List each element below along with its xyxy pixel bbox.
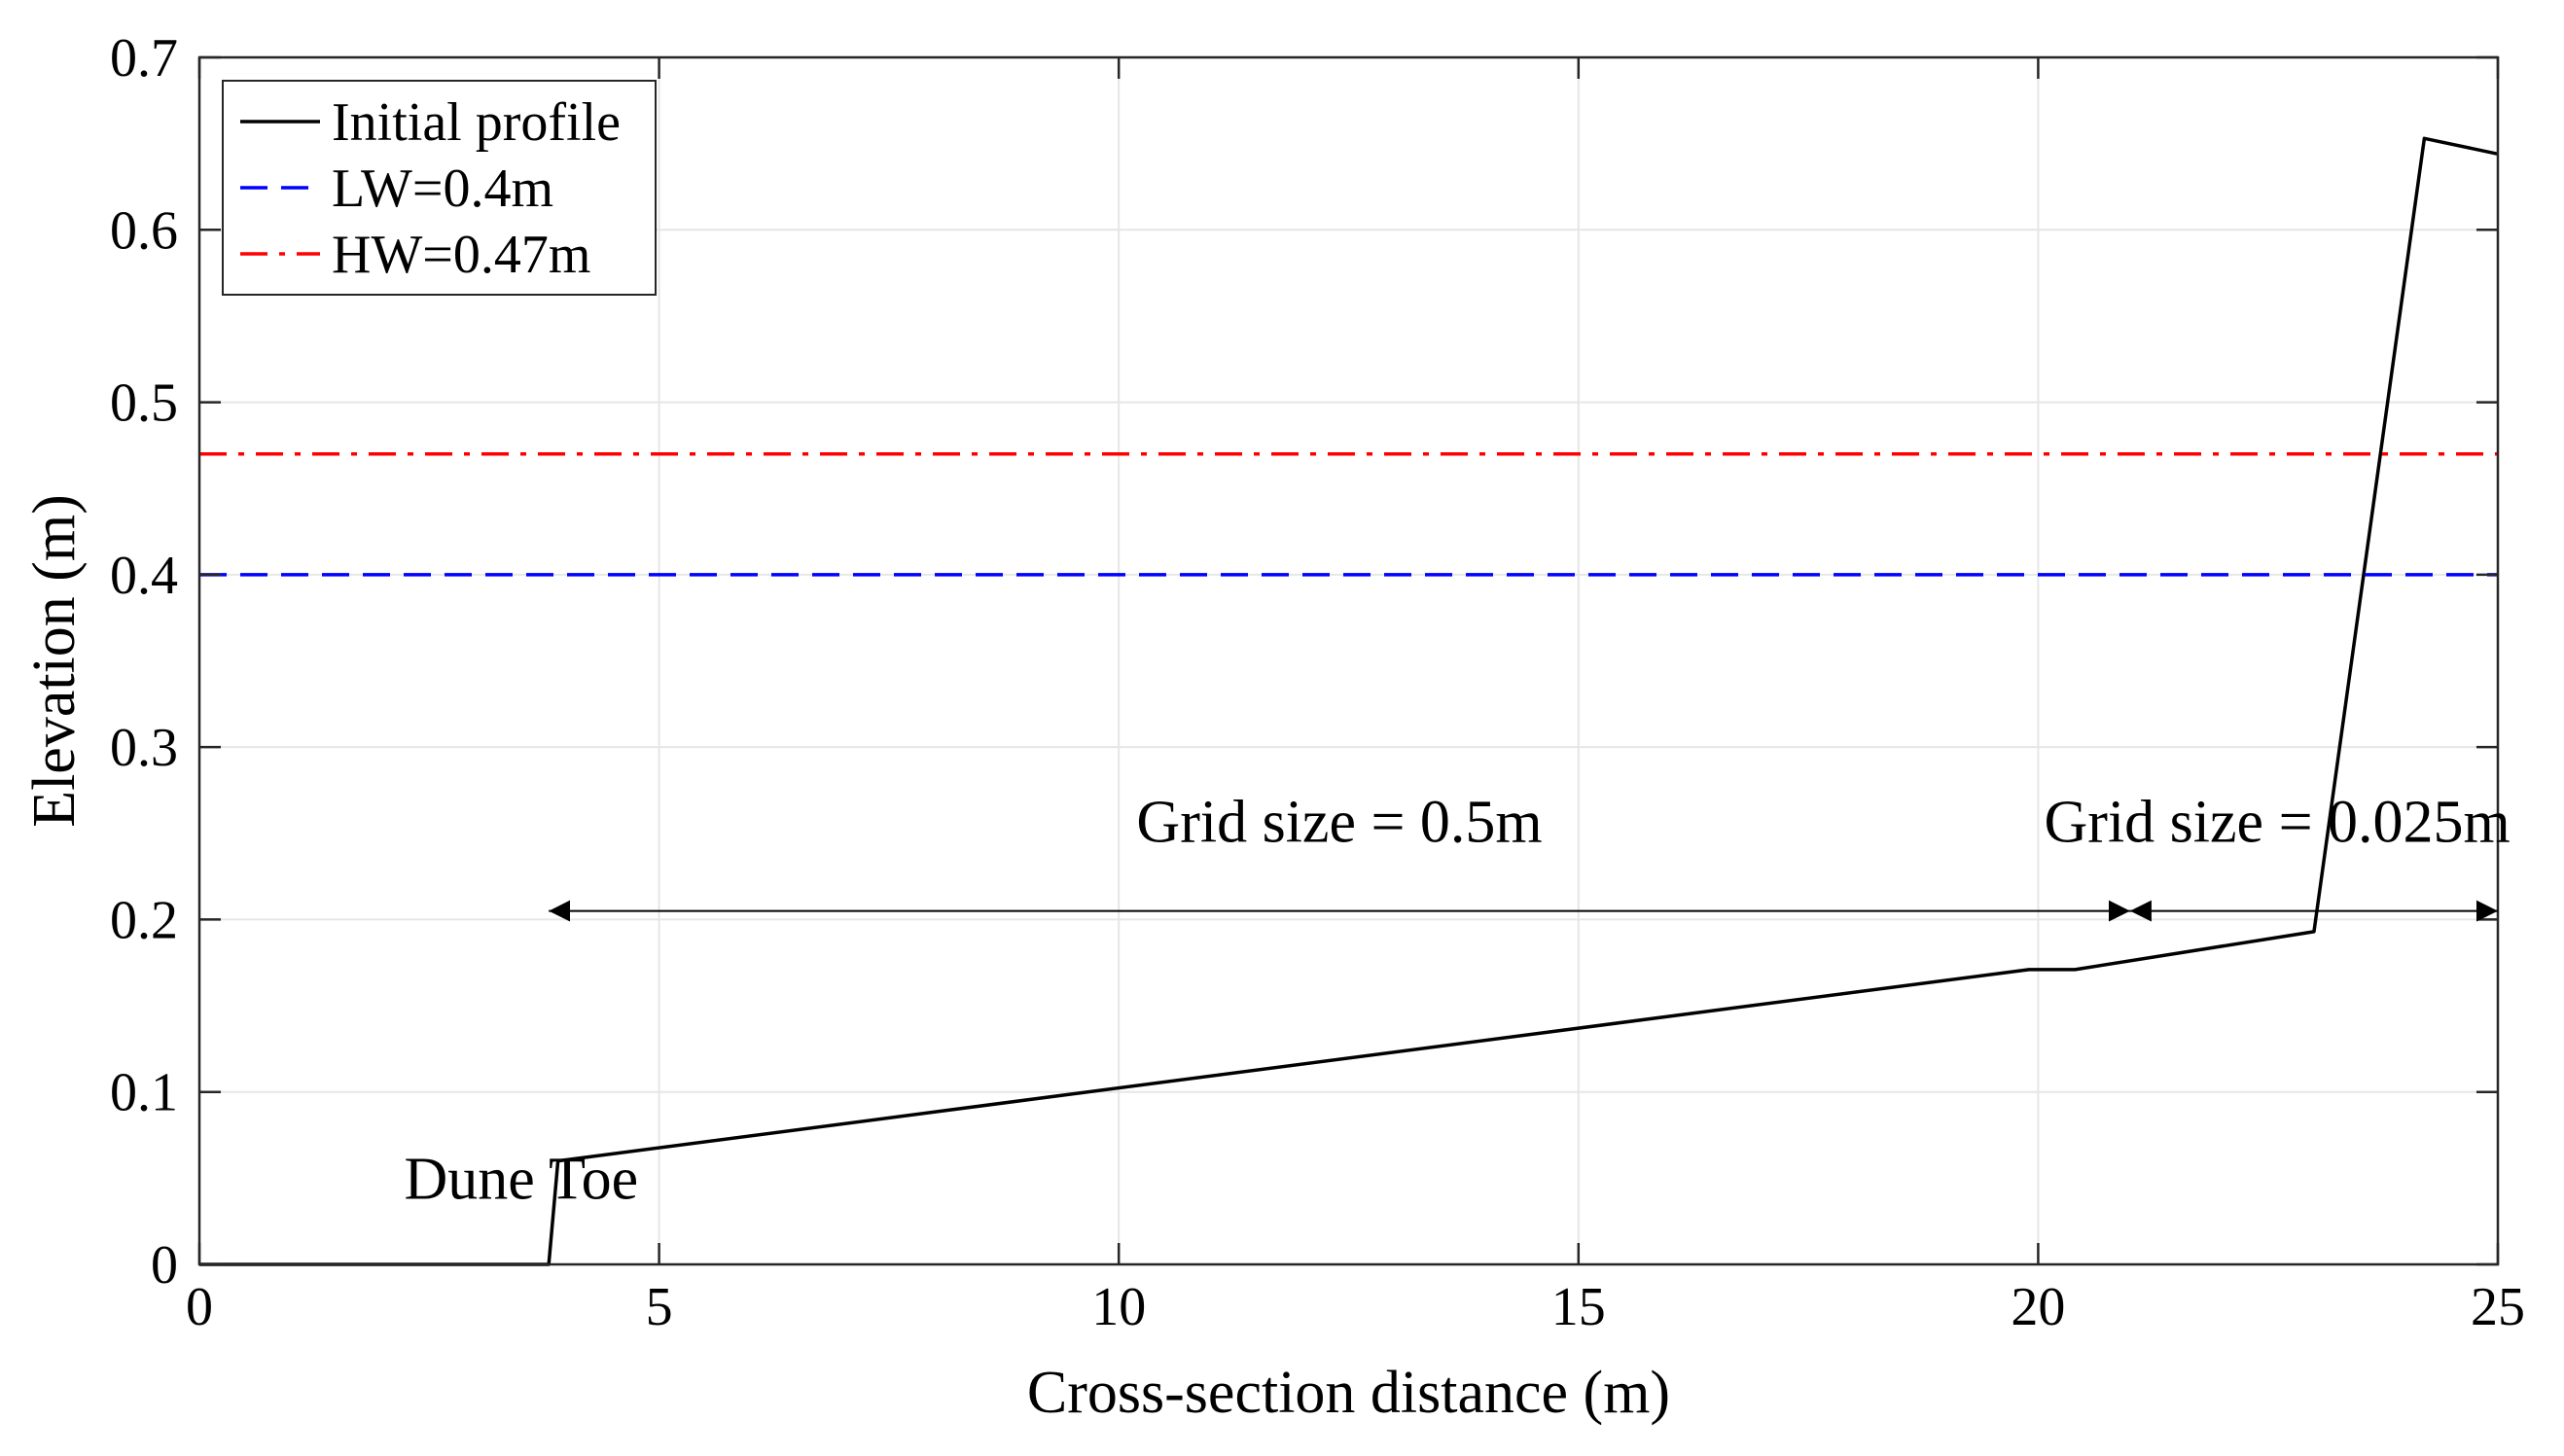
x-tick-label: 10 — [1091, 1277, 1146, 1337]
x-tick-label: 5 — [646, 1277, 673, 1337]
x-axis-title: Cross-section distance (m) — [1027, 1360, 1670, 1426]
legend-label: LW=0.4m — [332, 159, 553, 219]
x-tick-label: 15 — [1551, 1277, 1606, 1337]
grid-size-label: Grid size = 0.025m — [2045, 790, 2511, 856]
grid-size-label: Grid size = 0.5m — [1136, 790, 1542, 856]
legend-label: HW=0.47m — [332, 225, 590, 285]
y-tick-label: 0.5 — [110, 373, 178, 434]
x-tick-label: 20 — [2011, 1277, 2065, 1337]
x-tick-label: 0 — [186, 1277, 213, 1337]
y-tick-label: 0 — [151, 1235, 178, 1296]
y-tick-label: 0.3 — [110, 718, 178, 778]
y-tick-label: 0.6 — [110, 200, 178, 261]
y-tick-label: 0.2 — [110, 890, 178, 950]
axis-ticks: 0 5 10 15 20 25 0 0.1 0.2 0.3 0.4 0.5 0.6 0.7 — [110, 28, 2525, 1337]
plot-series — [199, 136, 2499, 1266]
legend-label: Initial profile — [332, 92, 621, 153]
dune-toe-label: Dune Toe — [404, 1147, 638, 1213]
annotations: Grid size = 0.5m Grid size = 0.025m Dune T… — [404, 790, 2510, 1213]
y-tick-label: 0.7 — [110, 28, 178, 89]
y-tick-label: 0.4 — [110, 546, 178, 606]
y-tick-label: 0.1 — [110, 1063, 178, 1123]
y-axis-title: Elevation (m) — [21, 494, 88, 828]
x-tick-label: 25 — [2471, 1277, 2525, 1337]
series-initial-profile — [199, 136, 2499, 1266]
plot-frame — [197, 55, 2500, 1266]
